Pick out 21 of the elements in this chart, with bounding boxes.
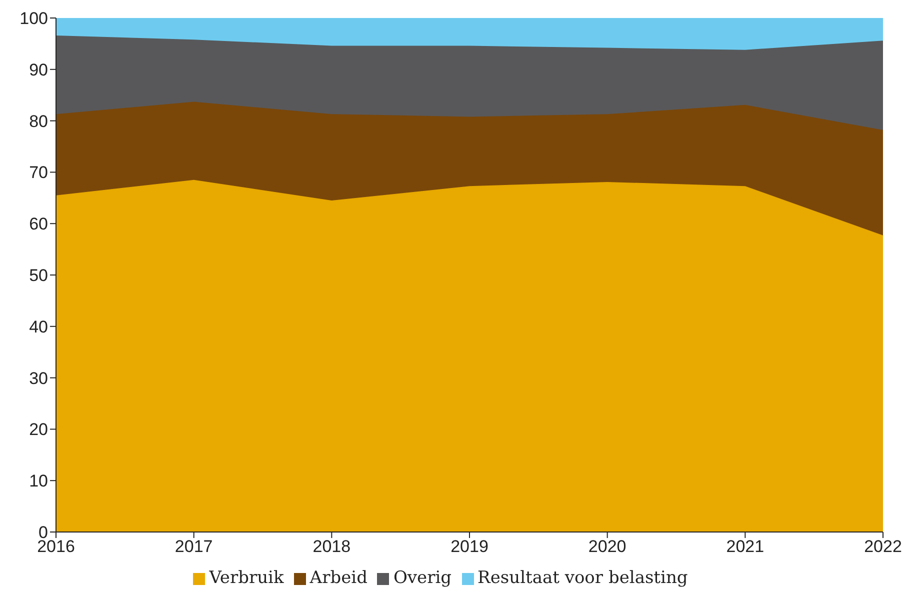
y-tick-label: 10	[29, 472, 48, 491]
y-tick-label: 70	[29, 163, 48, 182]
y-tick-label: 50	[29, 266, 48, 286]
x-tick-label: 2018	[312, 537, 351, 556]
x-tick-label: 2020	[588, 537, 626, 556]
legend-label: Verbruik	[209, 568, 284, 588]
x-tick-label: 2021	[726, 537, 764, 556]
legend-label: Arbeid	[310, 568, 368, 588]
y-tick-label: 90	[29, 60, 48, 80]
legend-label: Resultaat voor belasting	[478, 568, 688, 588]
y-tick-label: 40	[29, 317, 48, 336]
legend-label: Overig	[393, 568, 452, 588]
y-tick-label: 80	[29, 112, 48, 131]
x-tick-label: 2022	[864, 537, 902, 556]
x-tick-label: 2019	[450, 537, 488, 556]
y-tick-label: 20	[29, 420, 48, 440]
y-tick-label: 100	[20, 9, 48, 28]
x-tick-label: 2016	[37, 537, 75, 556]
y-tick-label: 60	[29, 214, 48, 234]
y-tick-label: 30	[29, 368, 48, 388]
x-tick-label: 2017	[174, 537, 213, 556]
